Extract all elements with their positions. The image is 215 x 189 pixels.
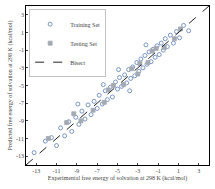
svg-text:-13: -13 — [16, 153, 24, 159]
svg-text:-9: -9 — [74, 168, 79, 174]
svg-text:-9: -9 — [19, 118, 24, 124]
svg-text:1: 1 — [21, 30, 24, 36]
svg-text:-1: -1 — [156, 168, 161, 174]
svg-text:-3: -3 — [135, 168, 140, 174]
svg-text:-3: -3 — [19, 65, 24, 71]
svg-text:-11: -11 — [53, 168, 61, 174]
svg-text:Training Set: Training Set — [70, 22, 100, 28]
svg-text:-11: -11 — [16, 136, 24, 142]
svg-text:Testing Set: Testing Set — [70, 41, 97, 47]
svg-text:-13: -13 — [32, 168, 40, 174]
svg-text:Experimental free energy of so: Experimental free energy of solvation at… — [48, 175, 188, 182]
svg-text:-5: -5 — [115, 168, 120, 174]
svg-text:Bisect: Bisect — [70, 60, 85, 66]
svg-text:-5: -5 — [19, 83, 24, 89]
svg-text:-1: -1 — [19, 47, 24, 53]
svg-text:1: 1 — [177, 168, 180, 174]
svg-text:-7: -7 — [19, 100, 24, 106]
svg-text:-7: -7 — [95, 168, 100, 174]
svg-text:Predicted free energy of solva: Predicted free energy of solvation at 29… — [7, 21, 14, 151]
svg-text:3: 3 — [197, 168, 200, 174]
svg-text:3: 3 — [21, 12, 24, 18]
